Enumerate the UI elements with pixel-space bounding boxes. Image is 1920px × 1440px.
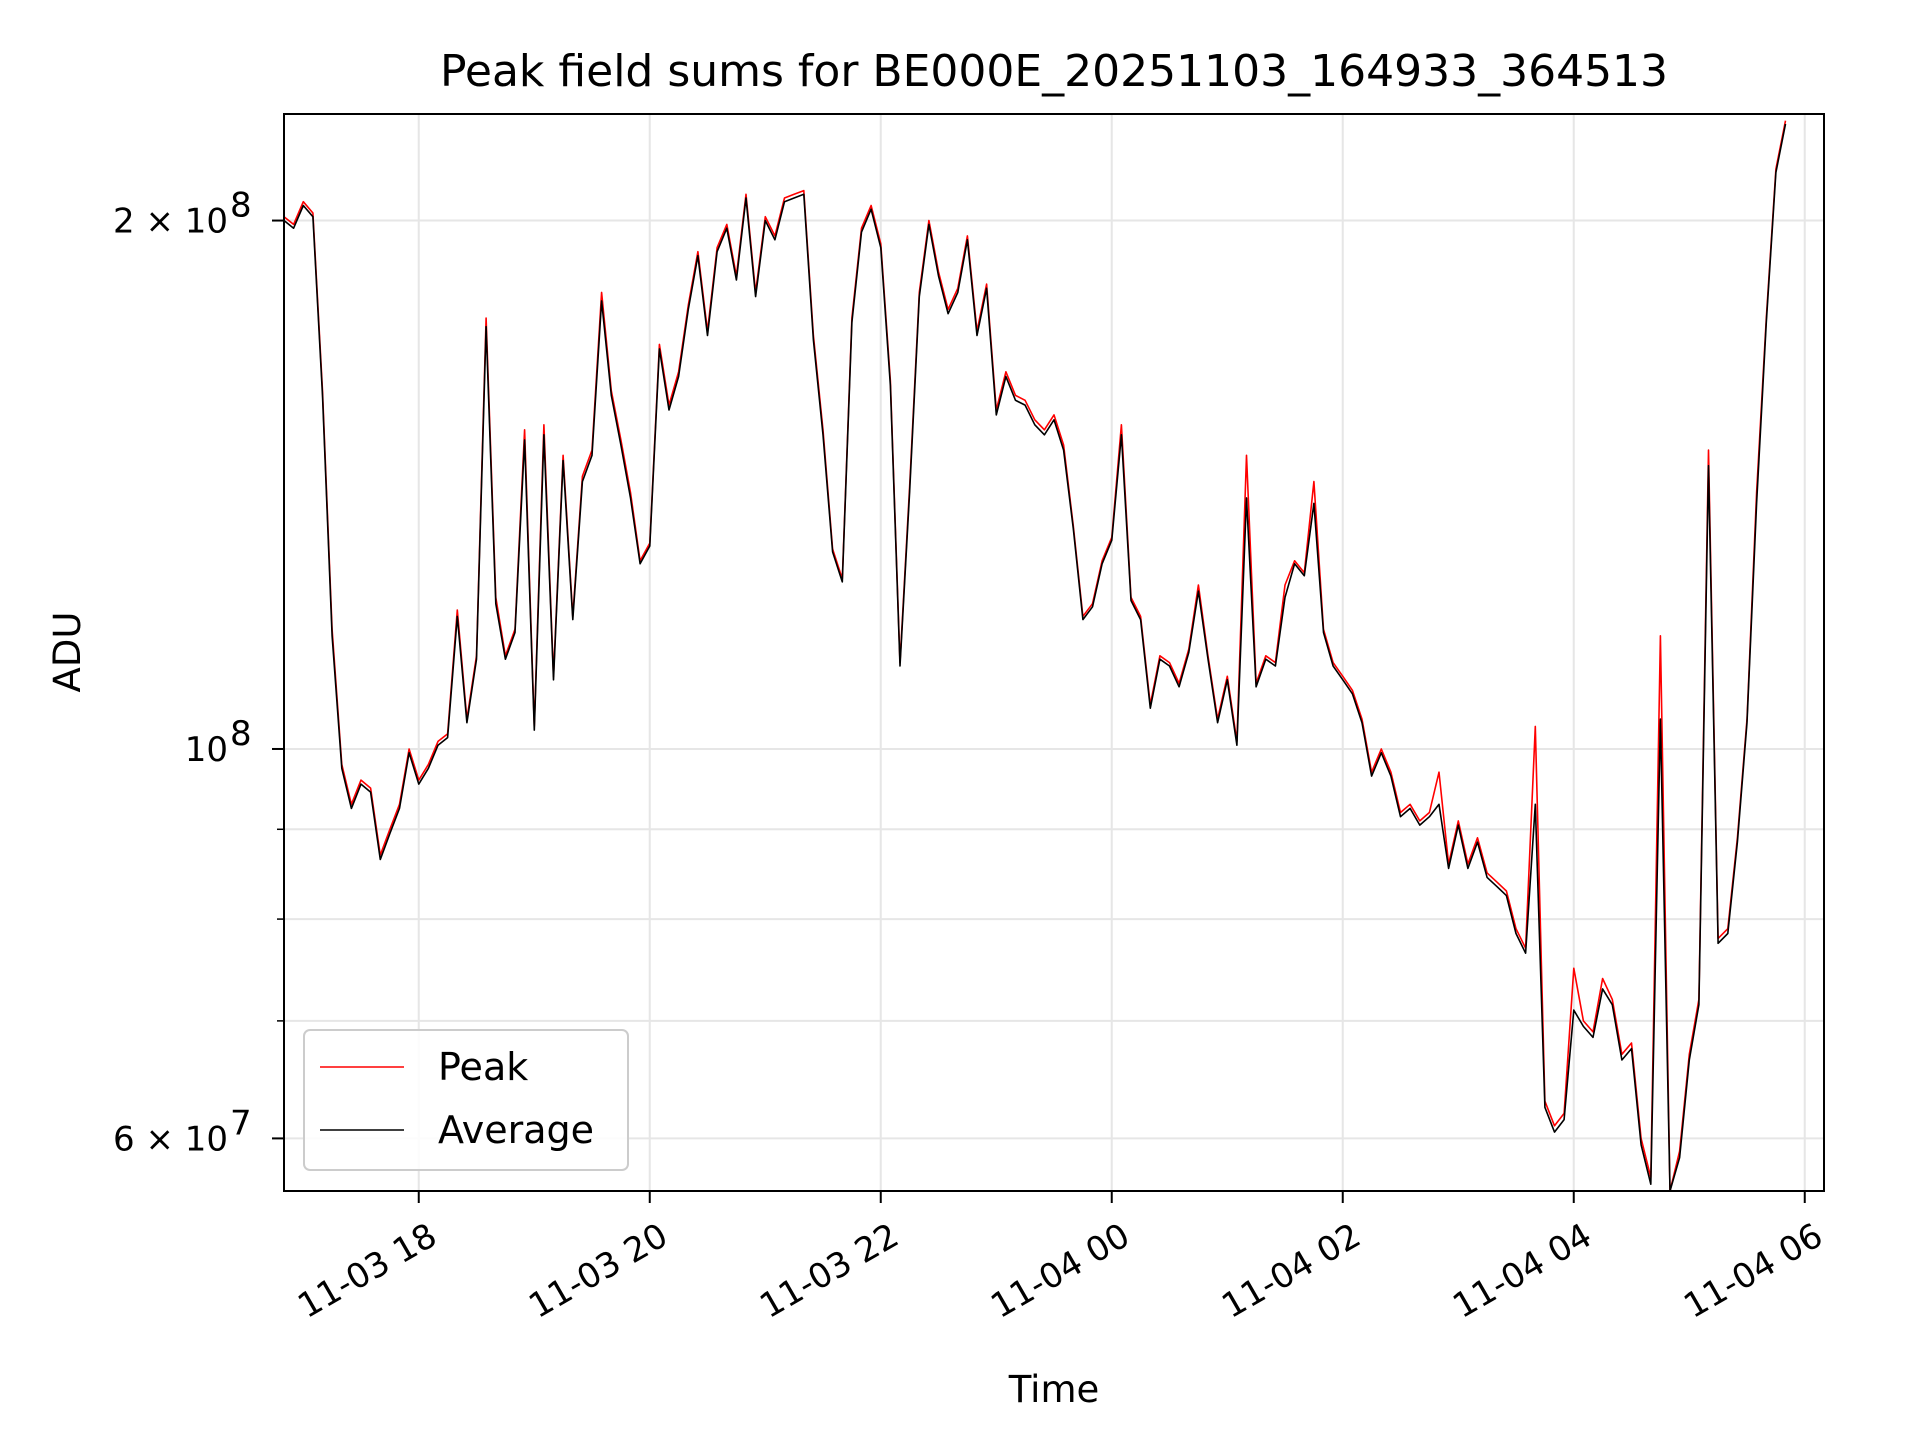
grid-lines xyxy=(284,114,1824,1191)
y-axis-ticks: 6 × 10 710 82 × 10 8 xyxy=(113,186,284,1159)
chart-title: Peak field sums for BE000E_20251103_1649… xyxy=(440,46,1668,97)
y-tick-exponent: 8 xyxy=(230,186,252,226)
y-tick-exponent: 8 xyxy=(230,714,252,754)
legend: Peak Average xyxy=(303,1029,629,1171)
x-axis-label: Time xyxy=(1008,1368,1100,1411)
legend-box xyxy=(303,1029,629,1171)
data-lines xyxy=(283,120,1787,1192)
series-line-average xyxy=(283,123,1787,1192)
plot-frame xyxy=(283,113,1825,1192)
legend-label-average: Average xyxy=(438,1108,594,1152)
y-tick-exponent: 7 xyxy=(230,1103,252,1143)
y-tick-label: 10 xyxy=(185,730,228,770)
y-axis-label: ADU xyxy=(46,612,89,693)
y-tick-label: 6 × 10 xyxy=(113,1119,228,1159)
legend-label-peak: Peak xyxy=(438,1045,528,1089)
y-tick-label: 2 × 10 xyxy=(113,202,228,242)
